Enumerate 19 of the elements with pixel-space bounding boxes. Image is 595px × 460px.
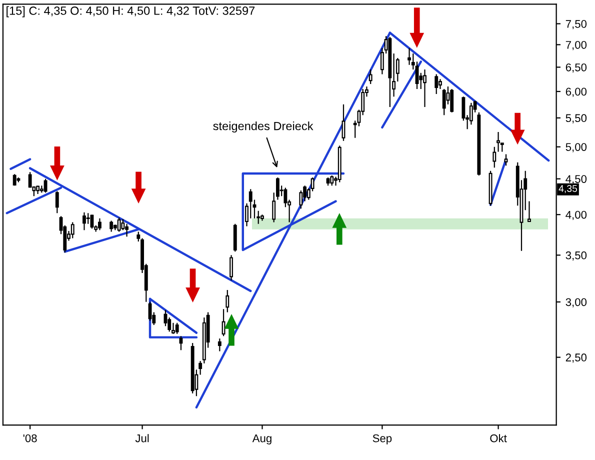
x-tick-label: '08 <box>23 434 37 442</box>
y-tick-label: 6,50 <box>566 63 587 73</box>
text: 4,35 <box>558 185 578 194</box>
x-tick-label: Okt <box>490 434 507 442</box>
y-tick-label: 4,50 <box>566 175 587 184</box>
x-tick-label: Aug <box>252 434 272 444</box>
y-tick-label: 4,00 <box>566 210 587 220</box>
x-tick-label: Sep <box>372 434 392 444</box>
y-tick-label: 7,00 <box>566 40 587 50</box>
y-tick-label: 5,00 <box>566 143 587 152</box>
annotation: steigendes Dreieck <box>213 122 314 133</box>
y-tick-label: 7,50 <box>566 20 587 30</box>
y-tick-label: 3,50 <box>566 251 587 261</box>
y-tick-label: 5,50 <box>566 114 587 124</box>
x-tick-label: Jul <box>135 434 149 442</box>
chart-title: [15] C: 4,35 O: 4,50 H: 4,50 L: 4,32 TotV: 32597 <box>6 6 255 18</box>
y-tick-label: 3,00 <box>566 298 587 308</box>
y-tick-label: 2,50 <box>566 354 587 363</box>
y-tick-label: 6,00 <box>566 88 587 97</box>
